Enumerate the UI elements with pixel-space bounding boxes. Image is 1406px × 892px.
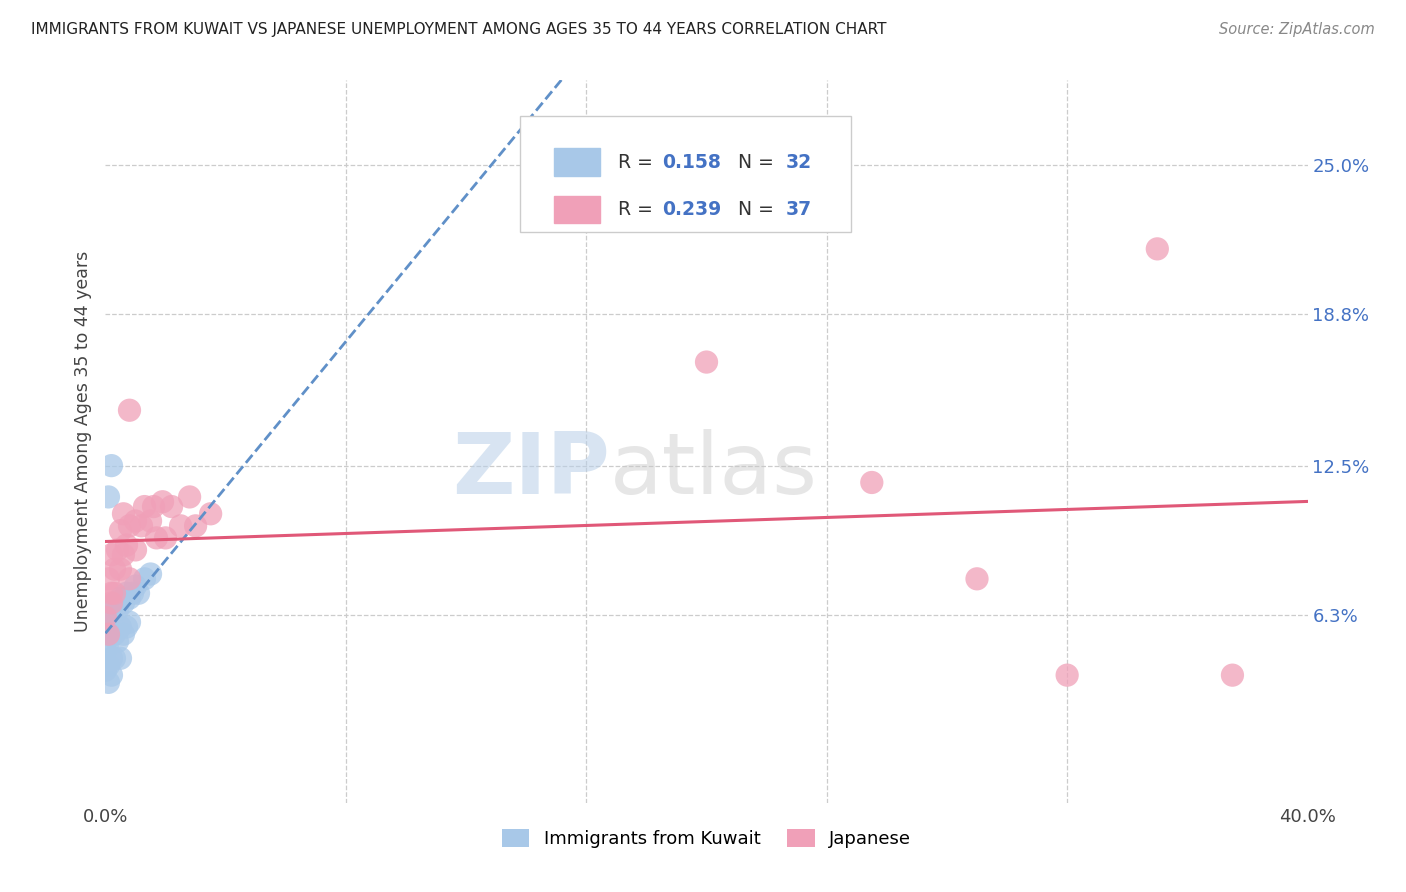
Point — [112, 596, 135, 610]
Legend: Immigrants from Kuwait, Japanese: Immigrants from Kuwait, Japanese — [495, 822, 918, 855]
Point — [121, 586, 143, 600]
FancyBboxPatch shape — [520, 116, 851, 232]
Text: R =: R = — [617, 200, 658, 219]
Point — [115, 620, 138, 634]
Point — [124, 542, 146, 557]
Point — [118, 572, 141, 586]
Point — [696, 355, 718, 369]
Text: ZIP: ZIP — [453, 429, 610, 512]
Y-axis label: Unemployment Among Ages 35 to 44 years: Unemployment Among Ages 35 to 44 years — [73, 251, 91, 632]
Point — [94, 664, 117, 678]
Point — [112, 548, 135, 562]
Point — [115, 586, 138, 600]
Text: 37: 37 — [786, 200, 813, 219]
Text: R =: R = — [617, 153, 658, 171]
Point — [97, 658, 120, 673]
Point — [97, 634, 120, 648]
Point — [1222, 668, 1244, 682]
Text: 0.158: 0.158 — [662, 153, 721, 171]
Point — [94, 644, 117, 658]
Point — [124, 579, 146, 593]
Point — [103, 596, 125, 610]
Point — [142, 500, 165, 514]
Point — [97, 572, 120, 586]
Point — [134, 500, 156, 514]
Point — [97, 610, 120, 624]
Point — [110, 524, 132, 538]
Point — [145, 531, 167, 545]
Text: N =: N = — [725, 200, 779, 219]
Point — [107, 542, 129, 557]
Point — [184, 518, 207, 533]
Point — [97, 627, 120, 641]
Point — [94, 620, 117, 634]
Point — [1146, 242, 1168, 256]
Point — [179, 490, 201, 504]
Point — [103, 562, 125, 576]
Point — [100, 603, 122, 617]
Text: N =: N = — [725, 153, 779, 171]
Point — [860, 475, 883, 490]
Point — [103, 586, 125, 600]
Point — [110, 620, 132, 634]
Point — [110, 562, 132, 576]
Text: IMMIGRANTS FROM KUWAIT VS JAPANESE UNEMPLOYMENT AMONG AGES 35 TO 44 YEARS CORREL: IMMIGRANTS FROM KUWAIT VS JAPANESE UNEMP… — [31, 22, 886, 37]
Point — [118, 615, 141, 630]
Point — [124, 514, 146, 528]
Point — [100, 586, 122, 600]
Point — [1056, 668, 1078, 682]
Point — [128, 586, 150, 600]
Point — [107, 603, 129, 617]
Point — [112, 627, 135, 641]
Point — [100, 596, 122, 610]
Point — [155, 531, 177, 545]
Point — [118, 591, 141, 605]
Point — [160, 500, 183, 514]
Text: 32: 32 — [786, 153, 813, 171]
Bar — [554, 196, 599, 223]
Point — [94, 610, 117, 624]
Text: 0.239: 0.239 — [662, 200, 721, 219]
Point — [110, 591, 132, 605]
Point — [100, 627, 122, 641]
Point — [152, 494, 174, 508]
Point — [118, 403, 141, 417]
Point — [966, 572, 988, 586]
Point — [97, 675, 120, 690]
Point — [110, 651, 132, 665]
Point — [103, 627, 125, 641]
Point — [169, 518, 191, 533]
Text: atlas: atlas — [610, 429, 818, 512]
Point — [115, 538, 138, 552]
Point — [134, 572, 156, 586]
Point — [200, 507, 222, 521]
Point — [139, 514, 162, 528]
Point — [107, 634, 129, 648]
Point — [100, 651, 122, 665]
Point — [103, 651, 125, 665]
Point — [100, 548, 122, 562]
Point — [139, 567, 162, 582]
Bar — [554, 148, 599, 176]
Text: Source: ZipAtlas.com: Source: ZipAtlas.com — [1219, 22, 1375, 37]
Point — [118, 518, 141, 533]
Point — [100, 668, 122, 682]
Point — [100, 458, 122, 473]
Point — [131, 518, 153, 533]
Point — [97, 490, 120, 504]
Point — [112, 507, 135, 521]
